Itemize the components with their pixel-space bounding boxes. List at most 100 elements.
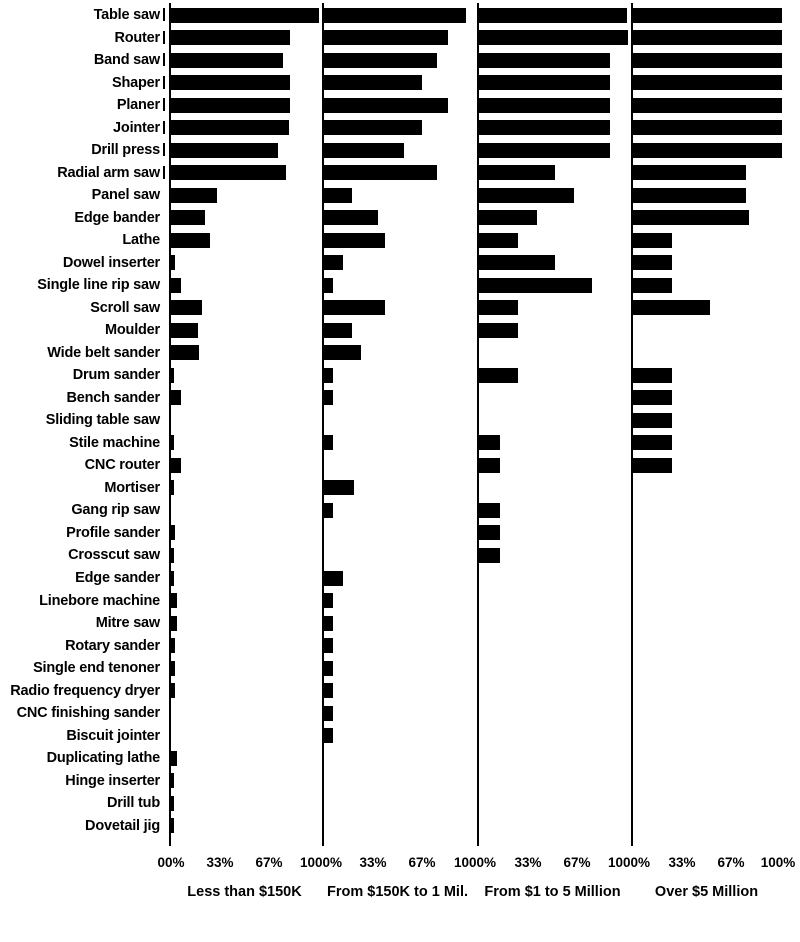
category-label: Jointer: [113, 119, 160, 136]
bar: [171, 277, 181, 293]
bar: [479, 75, 610, 91]
bar: [171, 210, 205, 226]
bar: [479, 300, 518, 316]
category-label: Mortiser: [104, 479, 160, 496]
bar: [324, 232, 385, 248]
category-label: Dovetail jig: [85, 817, 160, 834]
panel-y-axis-line: [169, 3, 171, 846]
bar: [324, 187, 352, 203]
bar: [479, 165, 555, 181]
bar: [171, 570, 174, 586]
category-label: Crosscut saw: [68, 547, 160, 564]
category-label: Edge bander: [74, 209, 160, 226]
bar: [171, 750, 177, 766]
bar: [479, 187, 574, 203]
bar: [171, 593, 177, 609]
category-label: Table saw: [93, 7, 161, 23]
bar: [324, 255, 343, 271]
category-axis-tick: [163, 143, 165, 157]
bar: [324, 728, 333, 744]
bar: [633, 187, 746, 203]
bar: [479, 255, 555, 271]
bar: [479, 120, 610, 136]
bar: [479, 277, 592, 293]
x-axis-tick-label: 67%: [255, 855, 283, 870]
category-label: Gang rip saw: [71, 502, 160, 519]
bar: [633, 232, 672, 248]
bar: [171, 75, 290, 91]
bar: [171, 525, 175, 541]
bar: [171, 322, 198, 338]
category-axis-tick: [163, 53, 165, 67]
bar: [633, 142, 782, 158]
bar: [171, 480, 174, 496]
bar: [171, 795, 174, 811]
x-axis-tick-label: 33%: [668, 855, 696, 870]
bar: [324, 570, 343, 586]
category-axis-tick: [163, 75, 165, 89]
category-label: Panel saw: [91, 187, 161, 204]
x-axis-tick-label: 67%: [717, 855, 745, 870]
bar: [479, 52, 610, 68]
bar: [479, 502, 500, 518]
x-axis-tick-label: 33%: [206, 855, 234, 870]
bar: [324, 345, 361, 361]
bar: [479, 525, 500, 541]
bar: [324, 97, 448, 113]
category-label: Single line rip saw: [37, 277, 160, 294]
bar: [324, 593, 333, 609]
bar: [324, 52, 437, 68]
bar: [171, 683, 175, 699]
x-axis-tick-label: 33%: [514, 855, 542, 870]
bar: [633, 97, 782, 113]
category-label: Hinge inserter: [65, 772, 160, 789]
category-label: Stile machine: [69, 434, 160, 451]
bar: [633, 367, 672, 383]
category-label: Duplicating lathe: [46, 750, 161, 767]
x-axis-tick-label: 1000%: [453, 855, 497, 870]
category-axis-tick: [163, 165, 165, 179]
panel-caption: Over $5 Million: [654, 884, 759, 900]
category-label: CNC finishing sander: [16, 705, 161, 722]
bar: [633, 7, 782, 23]
category-label: Sliding table saw: [45, 412, 160, 429]
bar: [324, 7, 466, 23]
category-label: Biscuit jointer: [66, 727, 160, 744]
bar: [171, 818, 174, 834]
bar: [171, 773, 174, 789]
bar: [324, 480, 354, 496]
x-axis-tick-label: 67%: [408, 855, 436, 870]
bar: [324, 390, 333, 406]
bar: [479, 142, 610, 158]
category-label: Rotary sander: [65, 637, 160, 654]
bar: [171, 547, 174, 563]
bar: [479, 367, 518, 383]
bar: [171, 345, 199, 361]
category-label: Linebore machine: [39, 592, 160, 609]
bar: [171, 97, 290, 113]
category-label: Dowel inserter: [62, 254, 160, 271]
bar: [633, 412, 672, 428]
category-axis-tick: [163, 120, 165, 134]
bar: [324, 75, 422, 91]
bar: [479, 7, 627, 23]
bar: [324, 683, 333, 699]
x-axis-tick-label: 00%: [157, 855, 185, 870]
panel-y-axis-line: [322, 3, 324, 846]
bar: [479, 97, 610, 113]
category-label: Shaper: [112, 74, 160, 91]
bar: [324, 638, 333, 654]
category-label: Moulder: [105, 322, 160, 339]
bar: [324, 660, 333, 676]
bar: [633, 120, 782, 136]
category-label: Planer: [116, 97, 160, 114]
bar: [479, 457, 500, 473]
category-label: Drum sander: [72, 367, 160, 384]
x-axis-tick-label: 1000%: [299, 855, 343, 870]
category-label: Band saw: [93, 52, 160, 69]
bar: [171, 615, 177, 631]
category-label: Wide belt sander: [47, 344, 160, 361]
category-label: Drill tub: [107, 795, 160, 812]
bar: [633, 30, 782, 46]
